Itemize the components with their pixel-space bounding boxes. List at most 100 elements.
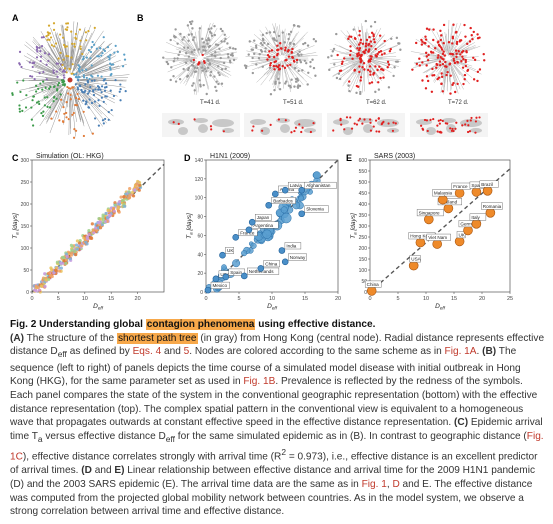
y-axis-label: Ta [days] (350, 213, 358, 239)
tree-node (63, 67, 67, 70)
snapshot-node (209, 70, 213, 74)
snapshot-node (199, 83, 202, 86)
tree-node (53, 96, 56, 99)
snapshot-node (206, 42, 209, 45)
snapshot-branch (200, 60, 202, 67)
map-infected-site (363, 118, 366, 121)
fig1-link[interactable]: Fig. 1 (361, 478, 387, 490)
eq5-link[interactable]: 5 (183, 346, 190, 358)
snapshot-branch (375, 58, 401, 60)
snapshot-node (183, 35, 186, 39)
snapshot-node (438, 44, 442, 48)
map-infected-site (350, 127, 354, 130)
snapshot-node (287, 37, 290, 41)
snapshot-node (176, 42, 179, 45)
snapshot-node (448, 62, 452, 65)
snapshot-node (286, 64, 289, 67)
snapshot-node (378, 34, 382, 37)
tree-node (38, 46, 41, 49)
snapshot-node (203, 45, 206, 48)
simulation-point (131, 194, 136, 198)
snapshot-node (305, 61, 308, 65)
snapshot-node (379, 50, 383, 53)
snapshot-branch (208, 62, 230, 75)
fig1a-link[interactable]: Fig. 1A (444, 346, 477, 358)
caption-c-sup-2: 2 (281, 447, 287, 458)
snapshot-node (328, 68, 331, 72)
snapshot-branch (339, 52, 358, 57)
snapshot-branch (371, 60, 388, 67)
snapshot-node (209, 74, 212, 77)
snapshot-node (177, 53, 180, 57)
simulation-point (88, 236, 93, 240)
tree-node (58, 119, 61, 122)
snapshot-node (179, 32, 182, 36)
snapshot-node (261, 33, 265, 37)
snapshot-node (215, 89, 218, 93)
map-infected-site (290, 131, 293, 134)
fig1b-link[interactable]: Fig. 1B (243, 376, 276, 388)
tree-branch (72, 56, 79, 72)
caption-eff-sub-2: eff (165, 433, 175, 444)
snapshot-node (453, 90, 457, 94)
tree-branch (70, 44, 74, 68)
map-continent (168, 119, 184, 125)
tree-node (65, 28, 69, 32)
time-label-1: T=41 d. (200, 100, 221, 106)
simulation-point (138, 183, 142, 187)
snapshot-node (217, 71, 220, 74)
map-infected-site (372, 125, 375, 128)
tree-node (90, 101, 94, 105)
tree-branch (36, 82, 59, 89)
tree-node (74, 129, 78, 132)
map-continent (222, 128, 234, 133)
map-infected-site (436, 130, 439, 133)
tree-node (62, 74, 65, 77)
snapshot-branch (251, 58, 273, 62)
tree-node (110, 108, 113, 112)
tree-node (102, 36, 105, 39)
snapshot-node (348, 35, 351, 38)
tree-node (35, 84, 38, 87)
snapshot-node (436, 77, 439, 81)
tree-branch (46, 80, 62, 82)
chart-title: H1N1 (2009) (210, 153, 250, 160)
fig1d-link[interactable]: D (392, 478, 400, 490)
snapshot-node (269, 64, 272, 67)
simulation-point (43, 284, 47, 289)
simulation-point (74, 243, 79, 247)
tree-branch (82, 94, 107, 124)
snapshot-node (386, 60, 390, 64)
chart-title: SARS (2003) (374, 153, 415, 160)
country-label-box (456, 231, 466, 239)
snapshot-branch (450, 67, 458, 91)
country-label-box (254, 214, 272, 221)
snapshot-node (192, 82, 195, 85)
snapshot-branch (362, 25, 365, 49)
snapshot-branch (179, 65, 195, 84)
snapshot-node (376, 68, 379, 72)
snapshot-node (172, 35, 176, 38)
x-tick-label: 15 (451, 296, 457, 302)
tree-branch (78, 81, 95, 86)
tree-branch (61, 89, 68, 108)
caption-a-defined: as defined by (66, 346, 133, 358)
x-tick-label: 5 (57, 296, 60, 302)
snapshot-branch (179, 59, 194, 63)
eq4-link[interactable]: Eqs. 4 (132, 346, 162, 358)
y-tick-label: 140 (195, 158, 204, 164)
tree-node (104, 117, 107, 121)
fig1c-link[interactable]: Fig. 1C (10, 430, 544, 463)
snapshot-node (368, 70, 372, 73)
tree-node (92, 93, 96, 97)
snapshot-node (369, 40, 373, 43)
map-infected-site (380, 123, 383, 126)
simulation-point (77, 241, 82, 245)
snapshot-node (436, 41, 440, 44)
tree-node (44, 86, 47, 89)
tree-node (32, 124, 35, 127)
snapshot-branch (271, 54, 279, 58)
country-label: Japan (257, 215, 270, 220)
country-label: UK (227, 248, 234, 253)
tree-branch (75, 52, 87, 71)
